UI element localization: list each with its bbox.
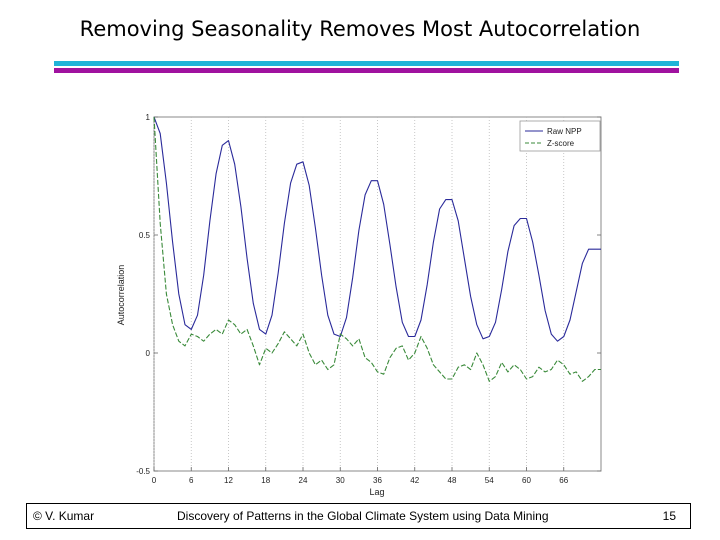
x-tick-label: 24 bbox=[299, 476, 308, 485]
x-tick-label: 12 bbox=[224, 476, 233, 485]
footer-author: © V. Kumar bbox=[33, 509, 95, 523]
title-underline-magenta bbox=[54, 68, 679, 73]
series-lines bbox=[153, 116, 601, 382]
legend: Raw NPP Z-score bbox=[519, 120, 601, 152]
y-tick-label: -0.5 bbox=[136, 467, 150, 476]
y-axis-ticks: -0.5 0 0.5 1 bbox=[136, 113, 601, 476]
autocorrelation-chart: -0.500.51 0 6 12 18 24 30 36 42 48 54 60 66 Lag Aut… bbox=[116, 113, 602, 497]
y-tick-label: 0.5 bbox=[139, 231, 151, 240]
x-axis-label: Lag bbox=[369, 487, 384, 497]
series-line-z-score bbox=[153, 116, 601, 382]
grid-lines bbox=[153, 117, 565, 471]
x-tick-label: 36 bbox=[373, 476, 382, 485]
slide-footer: © V. Kumar Discovery of Patterns in the … bbox=[26, 503, 691, 529]
footer-course-title: Discovery of Patterns in the Global Clim… bbox=[177, 509, 549, 523]
x-tick-label: 60 bbox=[522, 476, 531, 485]
x-tick-label: 48 bbox=[448, 476, 457, 485]
x-tick-label: 30 bbox=[336, 476, 345, 485]
x-tick-label: 42 bbox=[410, 476, 419, 485]
x-tick-label: 54 bbox=[485, 476, 494, 485]
x-tick-label: 66 bbox=[559, 476, 568, 485]
y-tick-label: 0 bbox=[146, 349, 151, 358]
y-tick-label: 1 bbox=[146, 113, 151, 122]
x-axis-ticks: 0 6 12 18 24 30 36 42 48 54 60 66 bbox=[152, 467, 569, 485]
x-tick-label: 6 bbox=[189, 476, 194, 485]
x-tick-label: 0 bbox=[152, 476, 157, 485]
footer-page-number: 15 bbox=[662, 509, 676, 523]
legend-label-raw-npp: Raw NPP bbox=[547, 127, 582, 136]
x-tick-label: 18 bbox=[261, 476, 270, 485]
series-line-raw-npp bbox=[153, 116, 601, 342]
title-underline-cyan bbox=[54, 61, 679, 66]
legend-box bbox=[519, 120, 601, 152]
slide-title: Removing Seasonality Removes Most Autoco… bbox=[79, 17, 641, 41]
y-axis-label: Autocorrelation bbox=[116, 265, 126, 326]
legend-label-z-score: Z-score bbox=[547, 139, 575, 148]
